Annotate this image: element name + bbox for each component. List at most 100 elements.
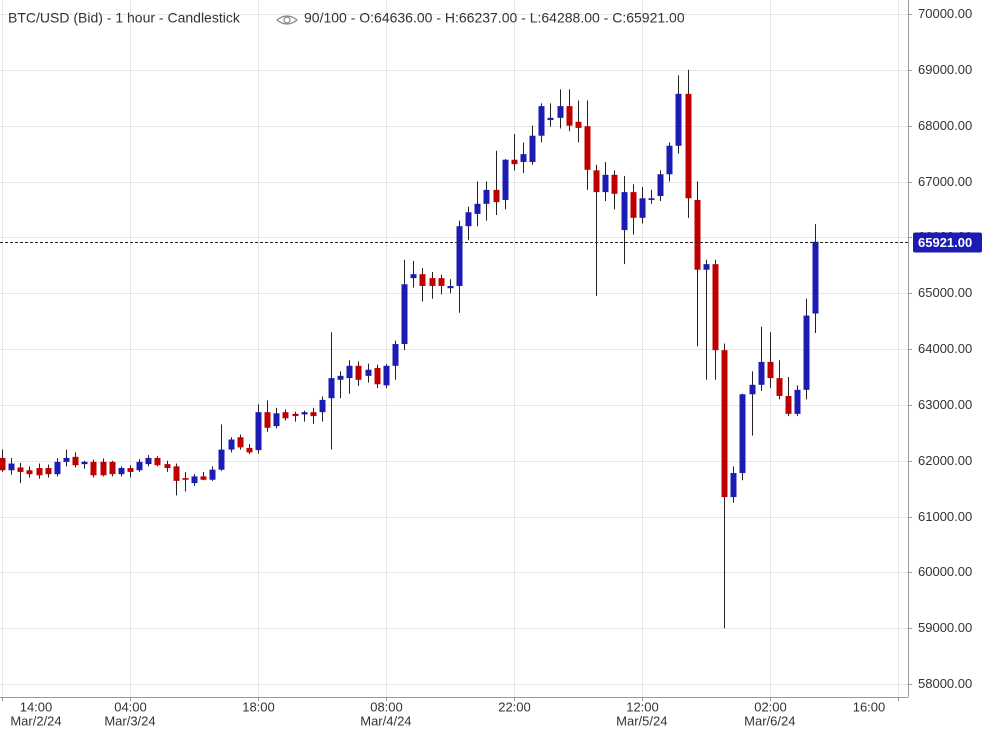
candle-body (685, 93, 692, 199)
candle-body (557, 106, 564, 118)
candle-body (154, 457, 161, 466)
candle-body (118, 468, 125, 475)
x-tick-label: 16:00 (853, 699, 886, 714)
candle-body (228, 439, 235, 450)
candle-body (17, 467, 24, 472)
candle-body (410, 274, 417, 279)
x-tick-label: 22:00 (498, 699, 531, 714)
candle-body (72, 456, 79, 466)
candle-body (456, 226, 463, 286)
y-tick-label: 60000.00 (918, 564, 972, 579)
chart-status: 90/100 - O:64636.00 - H:66237.00 - L:642… (304, 10, 685, 26)
candle-body (785, 395, 792, 414)
candle-body (355, 365, 362, 380)
candle-body (429, 278, 436, 286)
candle-body (666, 145, 673, 175)
candle-body (520, 154, 527, 162)
x-tick-label: 14:00 (20, 699, 53, 714)
y-tick-label: 65000.00 (918, 285, 972, 300)
candle-body (749, 384, 756, 395)
candle-body (812, 241, 819, 314)
candle-body (739, 394, 746, 474)
candle-body (648, 198, 655, 200)
candle-body (630, 192, 637, 218)
candle-body (145, 457, 152, 465)
candle-body (383, 365, 390, 386)
candle-body (593, 170, 600, 193)
x-date-label: Mar/5/24 (616, 713, 667, 728)
candle-body (191, 476, 198, 484)
x-tick-label: 18:00 (242, 699, 275, 714)
candle-body (365, 369, 372, 376)
candle-body (675, 93, 682, 146)
y-tick-label: 58000.00 (918, 676, 972, 691)
y-tick-label: 59000.00 (918, 620, 972, 635)
candle-body (401, 284, 408, 345)
candle-body (447, 285, 454, 289)
y-tick-label: 64000.00 (918, 341, 972, 356)
candle-body (0, 457, 6, 471)
axes: 58000.00 59000.00 60000.00 61000.00 62000.00… (0, 6, 982, 728)
candle-body (438, 278, 445, 286)
candle-body (173, 466, 180, 481)
candle-body (419, 274, 426, 286)
candle-body (109, 461, 116, 475)
x-date-label: Mar/6/24 (744, 713, 795, 728)
y-tick-label: 70000.00 (918, 6, 972, 21)
candle-body (63, 457, 70, 462)
candle-body (511, 159, 518, 165)
candle-body (575, 121, 582, 128)
candle-body (319, 399, 326, 413)
candle-body (767, 361, 774, 379)
candle-body (538, 106, 545, 136)
candle-body (282, 412, 289, 419)
candle-body (758, 361, 765, 385)
candle-body (310, 412, 317, 417)
candle-body (127, 468, 134, 472)
candle-body (90, 461, 97, 476)
y-tick-label: 68000.00 (918, 118, 972, 133)
candle-body (374, 368, 381, 385)
candle-body (566, 106, 573, 126)
candle-body (264, 412, 271, 428)
candle-body (54, 461, 61, 475)
x-tick-label: 02:00 (754, 699, 787, 714)
candle-body (346, 365, 353, 379)
candle-body (602, 174, 609, 193)
candle-body (136, 461, 143, 471)
candle-body (392, 344, 399, 366)
y-tick-label: 63000.00 (918, 397, 972, 412)
candle-body (200, 476, 207, 480)
x-date-label: Mar/4/24 (360, 713, 411, 728)
y-tick-label: 61000.00 (918, 509, 972, 524)
candle-body (730, 473, 737, 498)
candle-body (611, 174, 618, 194)
candle-body (712, 264, 719, 351)
candle-body (100, 461, 107, 476)
y-tick-label: 62000.00 (918, 453, 972, 468)
candle-body (483, 189, 490, 204)
y-tick-label: 67000.00 (918, 174, 972, 189)
x-tick-label: 08:00 (370, 699, 403, 714)
candle-body (502, 159, 509, 200)
candle-body (493, 189, 500, 203)
candle-body (45, 468, 52, 475)
candle-body (776, 378, 783, 396)
last-price-box (913, 232, 982, 253)
grid (0, 0, 908, 697)
y-tick-label: 69000.00 (918, 62, 972, 77)
candle-body (182, 478, 189, 480)
candle-body (328, 378, 335, 399)
candle-body (209, 469, 216, 480)
candle-body (547, 117, 554, 121)
candle-body (794, 389, 801, 414)
candle-body (721, 350, 728, 498)
candle-body (164, 464, 171, 469)
candle-body (337, 375, 344, 380)
candle-body (657, 174, 664, 197)
candle-body (237, 437, 244, 448)
candle-body (474, 203, 481, 214)
candle-body (36, 468, 43, 476)
